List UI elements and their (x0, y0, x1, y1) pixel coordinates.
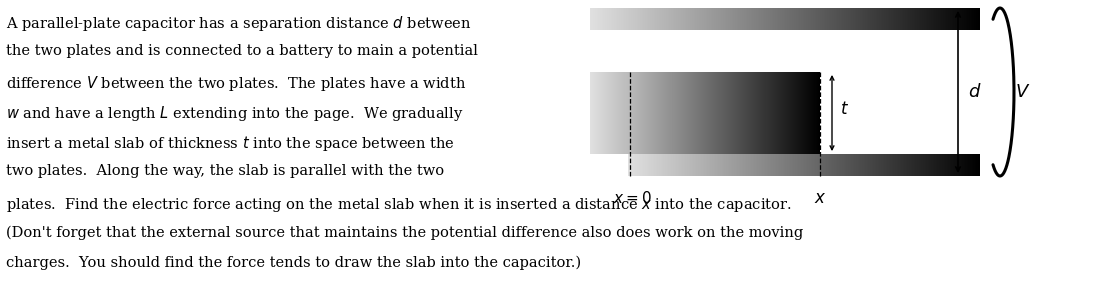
Text: $x$: $x$ (814, 190, 826, 207)
Text: difference $V$ between the two plates.  The plates have a width: difference $V$ between the two plates. T… (6, 74, 466, 93)
Text: insert a metal slab of thickness $t$ into the space between the: insert a metal slab of thickness $t$ int… (6, 134, 454, 153)
Text: $t$: $t$ (840, 102, 849, 118)
Text: two plates.  Along the way, the slab is parallel with the two: two plates. Along the way, the slab is p… (6, 164, 444, 178)
Text: (Don't forget that the external source that maintains the potential difference a: (Don't forget that the external source t… (6, 226, 803, 241)
Text: charges.  You should find the force tends to draw the slab into the capacitor.): charges. You should find the force tends… (6, 256, 581, 270)
Text: $V$: $V$ (1015, 83, 1031, 101)
Text: $w$ and have a length $L$ extending into the page.  We gradually: $w$ and have a length $L$ extending into… (6, 104, 463, 123)
Text: $d$: $d$ (968, 83, 982, 101)
Text: A parallel-plate capacitor has a separation distance $d$ between: A parallel-plate capacitor has a separat… (6, 14, 472, 33)
Text: the two plates and is connected to a battery to main a potential: the two plates and is connected to a bat… (6, 44, 477, 58)
Text: $x=0$: $x=0$ (612, 190, 651, 206)
Text: plates.  Find the electric force acting on the metal slab when it is inserted a : plates. Find the electric force acting o… (6, 196, 792, 214)
